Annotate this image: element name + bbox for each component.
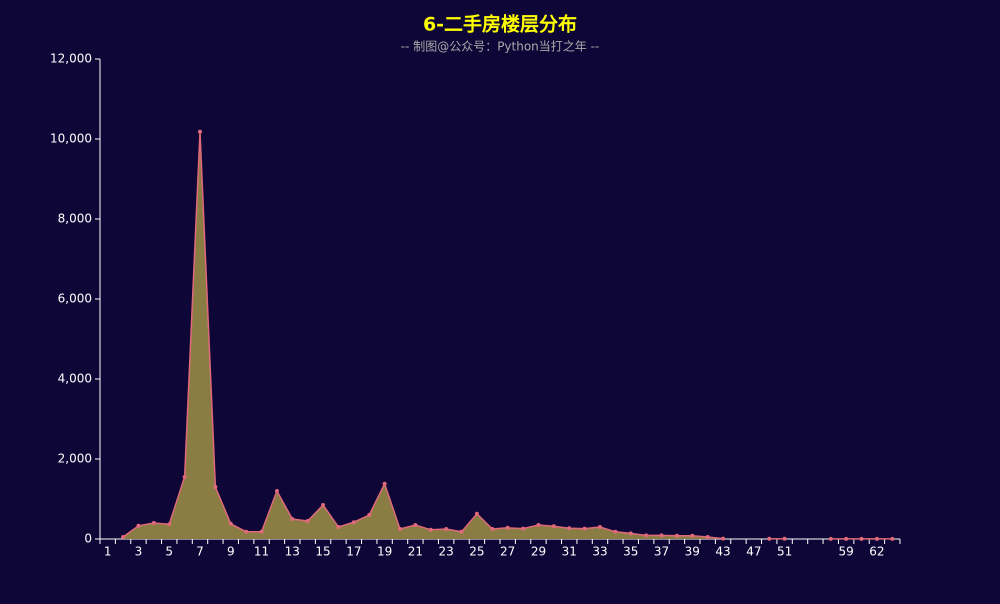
data-point xyxy=(229,522,233,526)
chart-subtitle: -- 制图@公众号：Python当打之年 -- xyxy=(401,40,600,54)
data-point xyxy=(367,513,371,517)
y-tick-label: 6,000 xyxy=(58,292,92,306)
data-point xyxy=(398,527,402,531)
data-point xyxy=(675,534,679,538)
data-point xyxy=(660,533,664,537)
data-point xyxy=(321,503,325,507)
x-tick-label: 19 xyxy=(377,545,392,559)
x-tick-label: 43 xyxy=(715,545,730,559)
data-point xyxy=(444,527,448,531)
x-tick-label: 35 xyxy=(623,545,638,559)
data-point xyxy=(213,485,217,489)
data-point xyxy=(567,526,571,530)
data-point xyxy=(429,528,433,532)
x-tick-label: 1 xyxy=(104,545,112,559)
data-point xyxy=(829,537,833,541)
data-point xyxy=(352,520,356,524)
data-point xyxy=(336,525,340,529)
x-tick-label: 31 xyxy=(562,545,577,559)
data-point xyxy=(598,525,602,529)
x-tick-label: 17 xyxy=(346,545,361,559)
x-tick-label: 62 xyxy=(869,545,884,559)
data-point xyxy=(521,527,525,531)
x-tick-label: 11 xyxy=(254,545,269,559)
data-point xyxy=(890,537,894,541)
data-point xyxy=(260,530,264,534)
data-point xyxy=(783,537,787,541)
data-point xyxy=(198,130,202,134)
data-point xyxy=(167,522,171,526)
y-tick-label: 2,000 xyxy=(58,452,92,466)
data-point xyxy=(306,519,310,523)
data-point xyxy=(721,537,725,541)
y-tick-label: 8,000 xyxy=(58,212,92,226)
data-point xyxy=(629,531,633,535)
data-point xyxy=(844,537,848,541)
x-tick-label: 5 xyxy=(165,545,173,559)
x-tick-label: 21 xyxy=(408,545,423,559)
data-point xyxy=(152,521,156,525)
data-point xyxy=(475,512,479,516)
data-point xyxy=(706,535,710,539)
data-point xyxy=(413,523,417,527)
data-point xyxy=(613,530,617,534)
y-tick-label: 0 xyxy=(84,532,92,546)
x-tick-label: 59 xyxy=(839,545,854,559)
data-point xyxy=(121,535,125,539)
x-tick-label: 13 xyxy=(285,545,300,559)
data-point xyxy=(136,524,140,528)
chart-title: 6-二手房楼层分布 xyxy=(423,13,577,36)
y-tick-label: 12,000 xyxy=(50,52,92,66)
data-point xyxy=(767,537,771,541)
data-point xyxy=(552,524,556,528)
data-point xyxy=(583,527,587,531)
x-tick-label: 23 xyxy=(439,545,454,559)
data-point xyxy=(536,523,540,527)
data-point xyxy=(875,537,879,541)
data-point xyxy=(490,527,494,531)
y-tick-label: 10,000 xyxy=(50,132,92,146)
x-tick-label: 27 xyxy=(500,545,515,559)
x-tick-label: 29 xyxy=(531,545,546,559)
y-tick-label: 4,000 xyxy=(58,372,92,386)
x-tick-label: 51 xyxy=(777,545,792,559)
x-tick-label: 25 xyxy=(469,545,484,559)
x-tick-label: 3 xyxy=(135,545,143,559)
data-point xyxy=(460,530,464,534)
data-point xyxy=(275,489,279,493)
data-point xyxy=(644,533,648,537)
data-point xyxy=(690,534,694,538)
data-point xyxy=(383,482,387,486)
data-point xyxy=(183,475,187,479)
x-tick-label: 37 xyxy=(654,545,669,559)
x-tick-label: 33 xyxy=(592,545,607,559)
x-tick-label: 9 xyxy=(227,545,235,559)
x-tick-label: 7 xyxy=(196,545,204,559)
x-tick-label: 39 xyxy=(685,545,700,559)
data-point xyxy=(290,517,294,521)
data-point xyxy=(506,526,510,530)
x-tick-label: 47 xyxy=(746,545,761,559)
x-tick-label: 15 xyxy=(315,545,330,559)
data-point xyxy=(244,530,248,534)
data-point xyxy=(860,537,864,541)
